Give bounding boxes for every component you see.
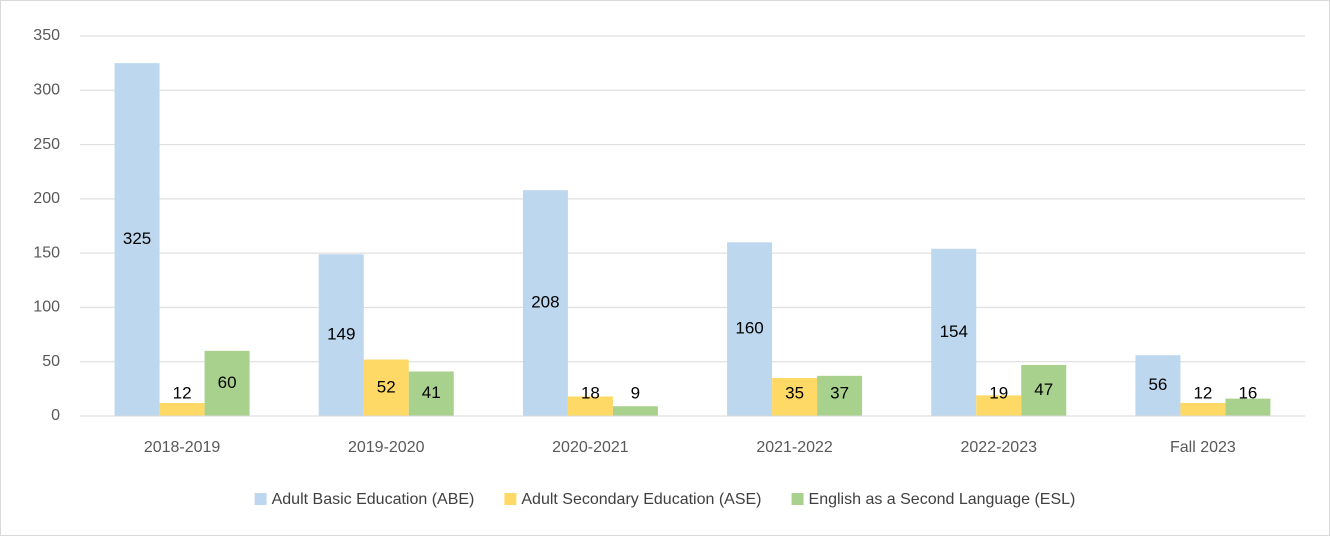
bar (114, 63, 160, 417)
bar (772, 378, 818, 416)
data-label: 12 (1193, 383, 1212, 402)
bar (1180, 402, 1226, 416)
bar (817, 375, 863, 416)
data-label: 60 (218, 373, 237, 392)
data-label: 325 (123, 229, 151, 248)
bar (204, 350, 250, 416)
bar (1225, 398, 1271, 416)
data-label: 35 (785, 383, 804, 402)
data-label: 37 (830, 383, 849, 402)
data-label: 160 (735, 319, 763, 338)
bar (567, 396, 613, 416)
data-label: 149 (327, 325, 355, 344)
y-tick-label: 350 (33, 27, 60, 44)
y-tick-label: 150 (33, 244, 60, 261)
bar (931, 248, 977, 416)
bar (976, 395, 1022, 416)
x-tick-label: Fall 2023 (1170, 439, 1236, 456)
data-label: 12 (173, 383, 192, 402)
legend-label: Adult Basic Education (ABE) (272, 491, 475, 508)
x-tick-label: 2019-2020 (348, 439, 425, 456)
data-label: 56 (1148, 375, 1167, 394)
data-label: 208 (531, 293, 559, 312)
x-tick-label: 2018-2019 (144, 439, 221, 456)
y-tick-label: 200 (33, 190, 60, 207)
data-label: 18 (581, 383, 600, 402)
data-label: 41 (422, 383, 441, 402)
data-label: 16 (1238, 383, 1257, 402)
y-tick-label: 250 (33, 136, 60, 153)
bar (318, 254, 364, 416)
y-tick-label: 100 (33, 299, 60, 316)
data-label: 154 (940, 322, 968, 341)
legend-swatch (254, 493, 267, 505)
bar (727, 242, 773, 416)
data-label: 47 (1034, 380, 1053, 399)
y-tick-label: 300 (33, 82, 60, 99)
y-tick-label: 50 (42, 353, 60, 370)
bar (363, 359, 409, 416)
legend-label: Adult Secondary Education (ASE) (521, 491, 761, 508)
legend-swatch (504, 493, 517, 505)
bar (159, 402, 205, 416)
legend-label: English as a Second Language (ESL) (809, 491, 1076, 508)
legend-swatch (791, 493, 804, 505)
bar (522, 190, 568, 416)
x-tick-label: 2022-2023 (960, 439, 1037, 456)
bar (1021, 364, 1067, 416)
y-tick-label: 0 (51, 407, 60, 424)
x-tick-label: 2021-2022 (756, 439, 833, 456)
bar (612, 406, 658, 416)
bar (1135, 355, 1181, 416)
data-label: 52 (377, 377, 396, 396)
data-label: 19 (989, 383, 1008, 402)
x-tick-label: 2020-2021 (552, 439, 629, 456)
data-label: 9 (631, 383, 640, 402)
bar (408, 371, 454, 416)
